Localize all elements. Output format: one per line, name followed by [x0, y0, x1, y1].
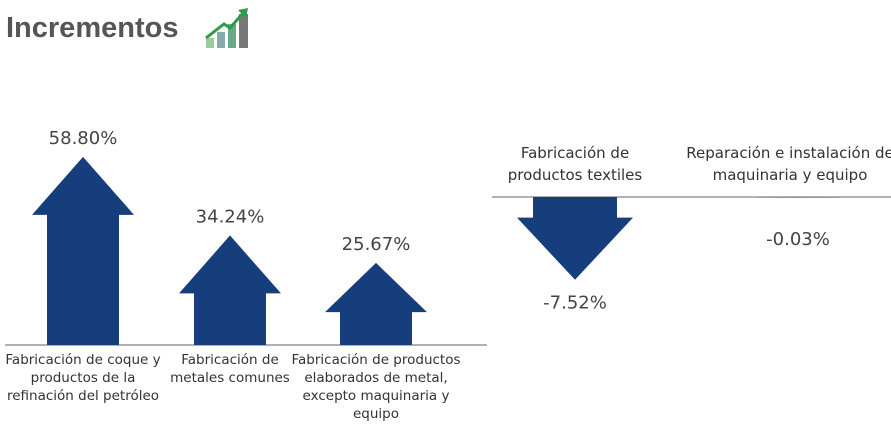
arrow	[325, 262, 427, 345]
category-label: Fabricación de productos textiles	[507, 144, 643, 184]
arrow	[517, 197, 633, 280]
category-label: Reparación e instalación de maquinaria y…	[686, 144, 891, 184]
value-label: 34.24%	[196, 206, 265, 227]
arrow	[32, 156, 134, 345]
chart-title: Incrementos	[6, 12, 179, 44]
arrow	[179, 235, 281, 345]
value-label: -0.03%	[766, 229, 830, 250]
category-label: Fabricación de metales comunes	[170, 352, 290, 386]
value-label: 25.67%	[342, 234, 411, 255]
value-label: 58.80%	[49, 128, 118, 149]
title-icon	[205, 8, 248, 48]
category-label: Fabricación de productos elaborados de m…	[291, 352, 461, 422]
value-label: -7.52%	[543, 293, 607, 314]
category-label: Fabricación de coque y productos de la r…	[5, 352, 161, 404]
